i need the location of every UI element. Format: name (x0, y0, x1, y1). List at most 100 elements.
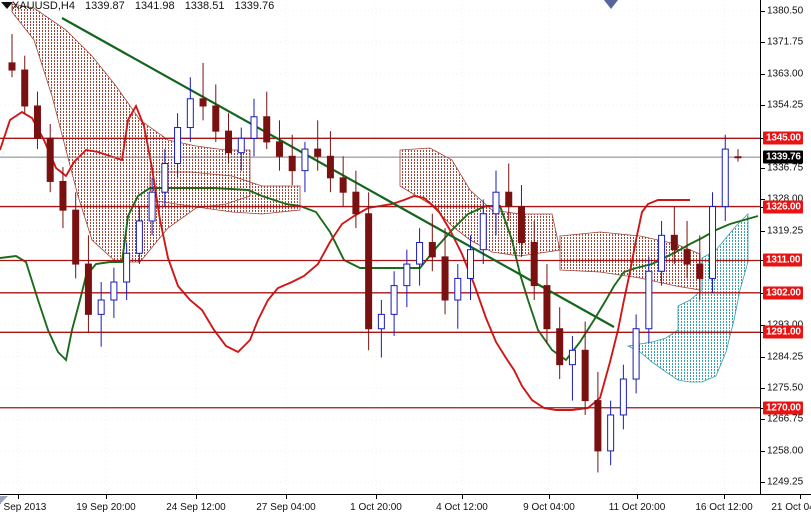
candle-body (607, 414, 615, 452)
candle-body (301, 148, 309, 172)
time-tick-label: 1 Oct 20:00 (350, 502, 402, 513)
ichimoku-cloud (626, 213, 749, 383)
time-tick (549, 495, 550, 499)
price-tick-label: 1249.25 (767, 476, 804, 488)
price-scale[interactable]: 1380.50 1371.75 1363.00 1354.25 1336.75 1328.… (760, 0, 811, 494)
price-tick (761, 42, 765, 44)
time-tick-label: 11 Oct 20:00 (608, 502, 666, 513)
candle-body (135, 220, 143, 254)
candle-body (505, 191, 513, 208)
price-tick-label: 1266.75 (767, 413, 804, 425)
candle-body (581, 349, 589, 402)
price-tick-label: 1275.50 (767, 382, 804, 394)
candle-body (352, 191, 360, 215)
price-level-badge[interactable]: 1311.00 (763, 253, 803, 267)
candle-body (84, 263, 92, 315)
candle-body (492, 191, 500, 215)
candle-body (377, 313, 385, 330)
candle-body (441, 256, 449, 301)
price-level-badge[interactable]: 1345.00 (763, 131, 803, 145)
price-tick (761, 356, 765, 358)
time-scale-corner-icon (0, 496, 8, 504)
candle-body (479, 213, 487, 251)
descending-trendline[interactable] (61, 17, 615, 328)
candle-body (72, 209, 80, 265)
time-tick-label: 19 Sep 20:00 (76, 502, 136, 513)
quote-high: 1341.98 (134, 0, 175, 12)
candle-body (619, 378, 627, 416)
price-level-badge[interactable]: 1291.00 (763, 325, 803, 339)
chart-scroll-arrow-icon[interactable] (1, 2, 13, 9)
price-tick-label: 1258.00 (767, 445, 804, 457)
price-tick (761, 105, 765, 107)
candle-body (33, 105, 41, 139)
candle-body (46, 137, 54, 182)
candle-body (683, 249, 691, 265)
price-tick (761, 419, 765, 421)
candle-body (339, 177, 347, 193)
candle-body (123, 252, 131, 283)
candle-body (199, 98, 207, 107)
current-price-badge[interactable]: 1339.76 (763, 150, 803, 164)
price-tick-label: 1363.00 (767, 68, 804, 80)
candle-body (263, 116, 271, 143)
candle-body (721, 148, 729, 208)
time-tick-label: 21 Oct 04:00 (771, 502, 811, 513)
time-tick (800, 495, 801, 499)
candle-body (250, 116, 258, 139)
time-tick (106, 495, 107, 499)
top-period-marker-icon (604, 0, 618, 9)
candle-body (670, 234, 678, 251)
candle-body (148, 191, 156, 222)
price-tick-label: 1293.00 (767, 320, 803, 331)
candle-body (543, 285, 551, 330)
price-level-badge[interactable]: 1270.00 (763, 401, 803, 415)
candle-body (428, 242, 436, 258)
candle-body (517, 206, 525, 244)
candle-body (403, 263, 411, 287)
price-tick (761, 167, 765, 169)
quote-low: 1338.51 (184, 0, 225, 12)
price-tick-label: 1354.25 (767, 99, 804, 111)
time-tick-label: 17 Sep 2013 (0, 502, 47, 513)
candle-body (21, 69, 29, 107)
quote-close: 1339.76 (234, 0, 275, 12)
price-tick (761, 388, 765, 389)
chart-plot-area[interactable] (0, 0, 760, 494)
candle-body (454, 277, 462, 301)
price-tick-label: 1328.00 (767, 194, 803, 205)
candle-body (594, 400, 602, 452)
price-tick (761, 230, 765, 232)
candle-body (161, 162, 169, 193)
candle-body (326, 155, 334, 179)
candle-body (314, 148, 322, 157)
candle-body (225, 130, 233, 154)
candle-body (212, 105, 220, 132)
time-scale[interactable]: 17 Sep 2013 19 Sep 20:00 24 Sep 12:00 27 Se… (0, 494, 811, 517)
candle-body (174, 127, 182, 164)
symbol-quote-line: XAUUSD,H4 1339.87 1341.98 1338.51 1339.7… (12, 0, 281, 13)
candle-body (467, 249, 475, 279)
ichimoku-cloud (149, 171, 301, 215)
candle-body (568, 349, 576, 366)
time-tick-label: 27 Sep 04:00 (256, 502, 316, 513)
candle-body (288, 155, 296, 172)
candle-body (696, 263, 704, 279)
candle-body (530, 242, 538, 287)
price-level-badge[interactable]: 1302.00 (763, 286, 803, 300)
price-tick-label: 1336.75 (767, 162, 804, 174)
time-tick-label: 4 Oct 12:00 (436, 502, 488, 513)
candle-body (365, 213, 373, 330)
time-tick (637, 495, 638, 499)
candle-body (390, 285, 398, 315)
price-level-badge[interactable]: 1326.00 (763, 200, 803, 214)
chart-canvas (0, 0, 760, 494)
price-tick (761, 325, 765, 327)
price-tick (761, 450, 765, 452)
time-tick (196, 495, 197, 499)
candle-body (709, 206, 717, 279)
price-tick-label: 1371.75 (767, 36, 804, 48)
time-tick (18, 495, 19, 499)
ichimoku-cloud (11, 3, 251, 263)
